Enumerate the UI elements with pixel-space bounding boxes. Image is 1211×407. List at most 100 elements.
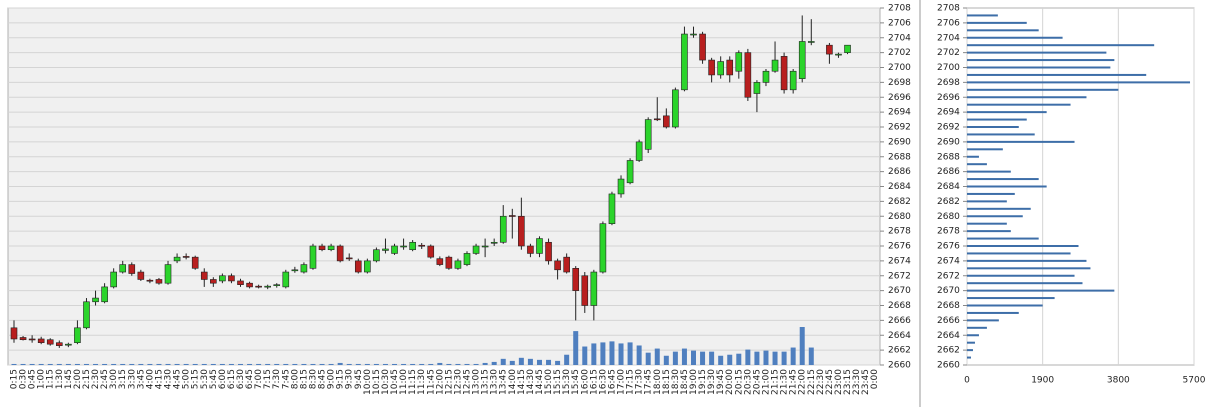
x-tick-label: 19:00 <box>689 369 699 395</box>
volume-bar <box>210 363 216 365</box>
profile-bar <box>967 155 979 158</box>
profile-bar <box>967 29 1039 32</box>
profile-bar <box>967 267 1091 270</box>
candle-body <box>164 264 172 284</box>
x-tick-label: 23:45 <box>861 369 871 395</box>
x-tick-label: 4:00 <box>145 369 155 389</box>
y-tick-label: 2700 <box>937 63 960 73</box>
x-tick-label: 5:45 <box>209 369 219 389</box>
x-tick-label: 19:45 <box>716 369 726 395</box>
profile-bar <box>967 59 1115 62</box>
candle-body <box>146 279 154 282</box>
x-tick-label: 23:30 <box>852 369 862 395</box>
candle-body <box>255 285 262 288</box>
y-tick-label: 2668 <box>888 301 911 311</box>
y-tick-label: 2706 <box>888 18 911 28</box>
x-tick-label: 11:45 <box>426 369 436 395</box>
x-tick-label: 21:00 <box>761 369 771 395</box>
x-tick-label: 14:00 <box>508 369 518 395</box>
candle-body <box>110 271 117 288</box>
candle-body <box>617 178 625 195</box>
volume-bar <box>111 363 117 365</box>
profile-bar <box>967 245 1079 247</box>
x-tick-label: 4:15 <box>154 369 164 389</box>
x-tick-label: 23:15 <box>843 369 853 395</box>
y-tick-label: 2672 <box>937 271 960 281</box>
candle-body <box>155 279 163 284</box>
volume-bar <box>618 343 624 365</box>
y-tick-label: 2704 <box>888 33 911 43</box>
candle-body <box>264 285 271 288</box>
y-tick-label: 2670 <box>937 286 960 296</box>
candle-body <box>28 338 36 341</box>
x-tick-label: 10:15 <box>372 369 382 395</box>
candle-body <box>246 282 253 288</box>
candle-body <box>291 269 299 272</box>
x-tick-label: 0:30 <box>19 369 29 389</box>
profile-bar <box>967 341 975 344</box>
candle-body <box>635 141 643 161</box>
y-tick-label: 2686 <box>937 167 960 177</box>
candle-body <box>237 280 244 285</box>
volume-bar <box>727 354 733 365</box>
volume-bar <box>337 362 343 365</box>
profile-bar <box>967 222 1007 225</box>
profile-bar <box>967 356 971 359</box>
candle-body <box>807 41 815 43</box>
profile-bar <box>967 230 1011 233</box>
candle-body <box>463 253 471 265</box>
volume-bar <box>672 351 678 365</box>
x-tick-label: 3800 <box>1107 376 1130 386</box>
volume-bar <box>491 361 497 365</box>
y-tick-label: 2696 <box>888 93 911 103</box>
x-tick-label: 22:00 <box>798 369 808 395</box>
candle-body <box>490 241 498 244</box>
candle-body <box>608 193 616 224</box>
y-tick-label: 2660 <box>937 361 960 371</box>
volume-bar <box>446 363 452 365</box>
candle-body <box>626 160 634 184</box>
x-tick-label: 7:00 <box>254 369 264 389</box>
y-tick-label: 2682 <box>937 197 960 207</box>
volume-bar <box>138 363 144 365</box>
volume-bar <box>555 360 561 365</box>
candle-body <box>173 256 181 262</box>
y-tick-label: 2690 <box>888 137 911 147</box>
x-tick-label: 14:30 <box>526 369 536 395</box>
y-tick-label: 2698 <box>888 78 911 88</box>
volume-bar <box>781 351 787 365</box>
candle-body <box>391 245 398 254</box>
x-tick-label: 14:45 <box>535 369 545 395</box>
volume-bar <box>681 348 687 365</box>
y-tick-label: 2686 <box>888 167 911 177</box>
candle-body <box>789 70 797 91</box>
x-tick-label: 5:30 <box>200 369 210 389</box>
y-tick-label: 2666 <box>888 316 911 326</box>
volume-bar <box>654 348 660 365</box>
y-tick-label: 2698 <box>937 78 960 88</box>
x-tick-label: 15:30 <box>562 369 572 395</box>
profile-bar <box>967 185 1047 188</box>
x-tick-label: 0:45 <box>28 369 38 389</box>
volume-bar <box>736 353 742 365</box>
x-tick-label: 2:45 <box>100 369 110 389</box>
profile-bar <box>967 192 1015 195</box>
volume-bar <box>564 354 570 365</box>
volume-bar <box>691 350 696 365</box>
profile-bar <box>967 148 1003 151</box>
candle-body <box>844 44 851 53</box>
x-tick-label: 11:30 <box>417 369 427 395</box>
x-tick-label: 4:30 <box>164 369 174 389</box>
y-tick-label: 2674 <box>937 256 960 266</box>
candle-body <box>753 82 761 94</box>
volume-bar <box>808 347 814 365</box>
candle-body <box>581 275 589 306</box>
candle-body <box>55 342 63 346</box>
candle-body <box>400 245 407 248</box>
x-tick-label: 11:00 <box>399 369 409 395</box>
y-tick-label: 2702 <box>888 48 911 58</box>
volume-bar <box>65 363 71 365</box>
x-tick-label: 8:00 <box>290 369 300 389</box>
y-tick-label: 2678 <box>937 227 960 237</box>
x-tick-label: 11:15 <box>408 369 418 395</box>
